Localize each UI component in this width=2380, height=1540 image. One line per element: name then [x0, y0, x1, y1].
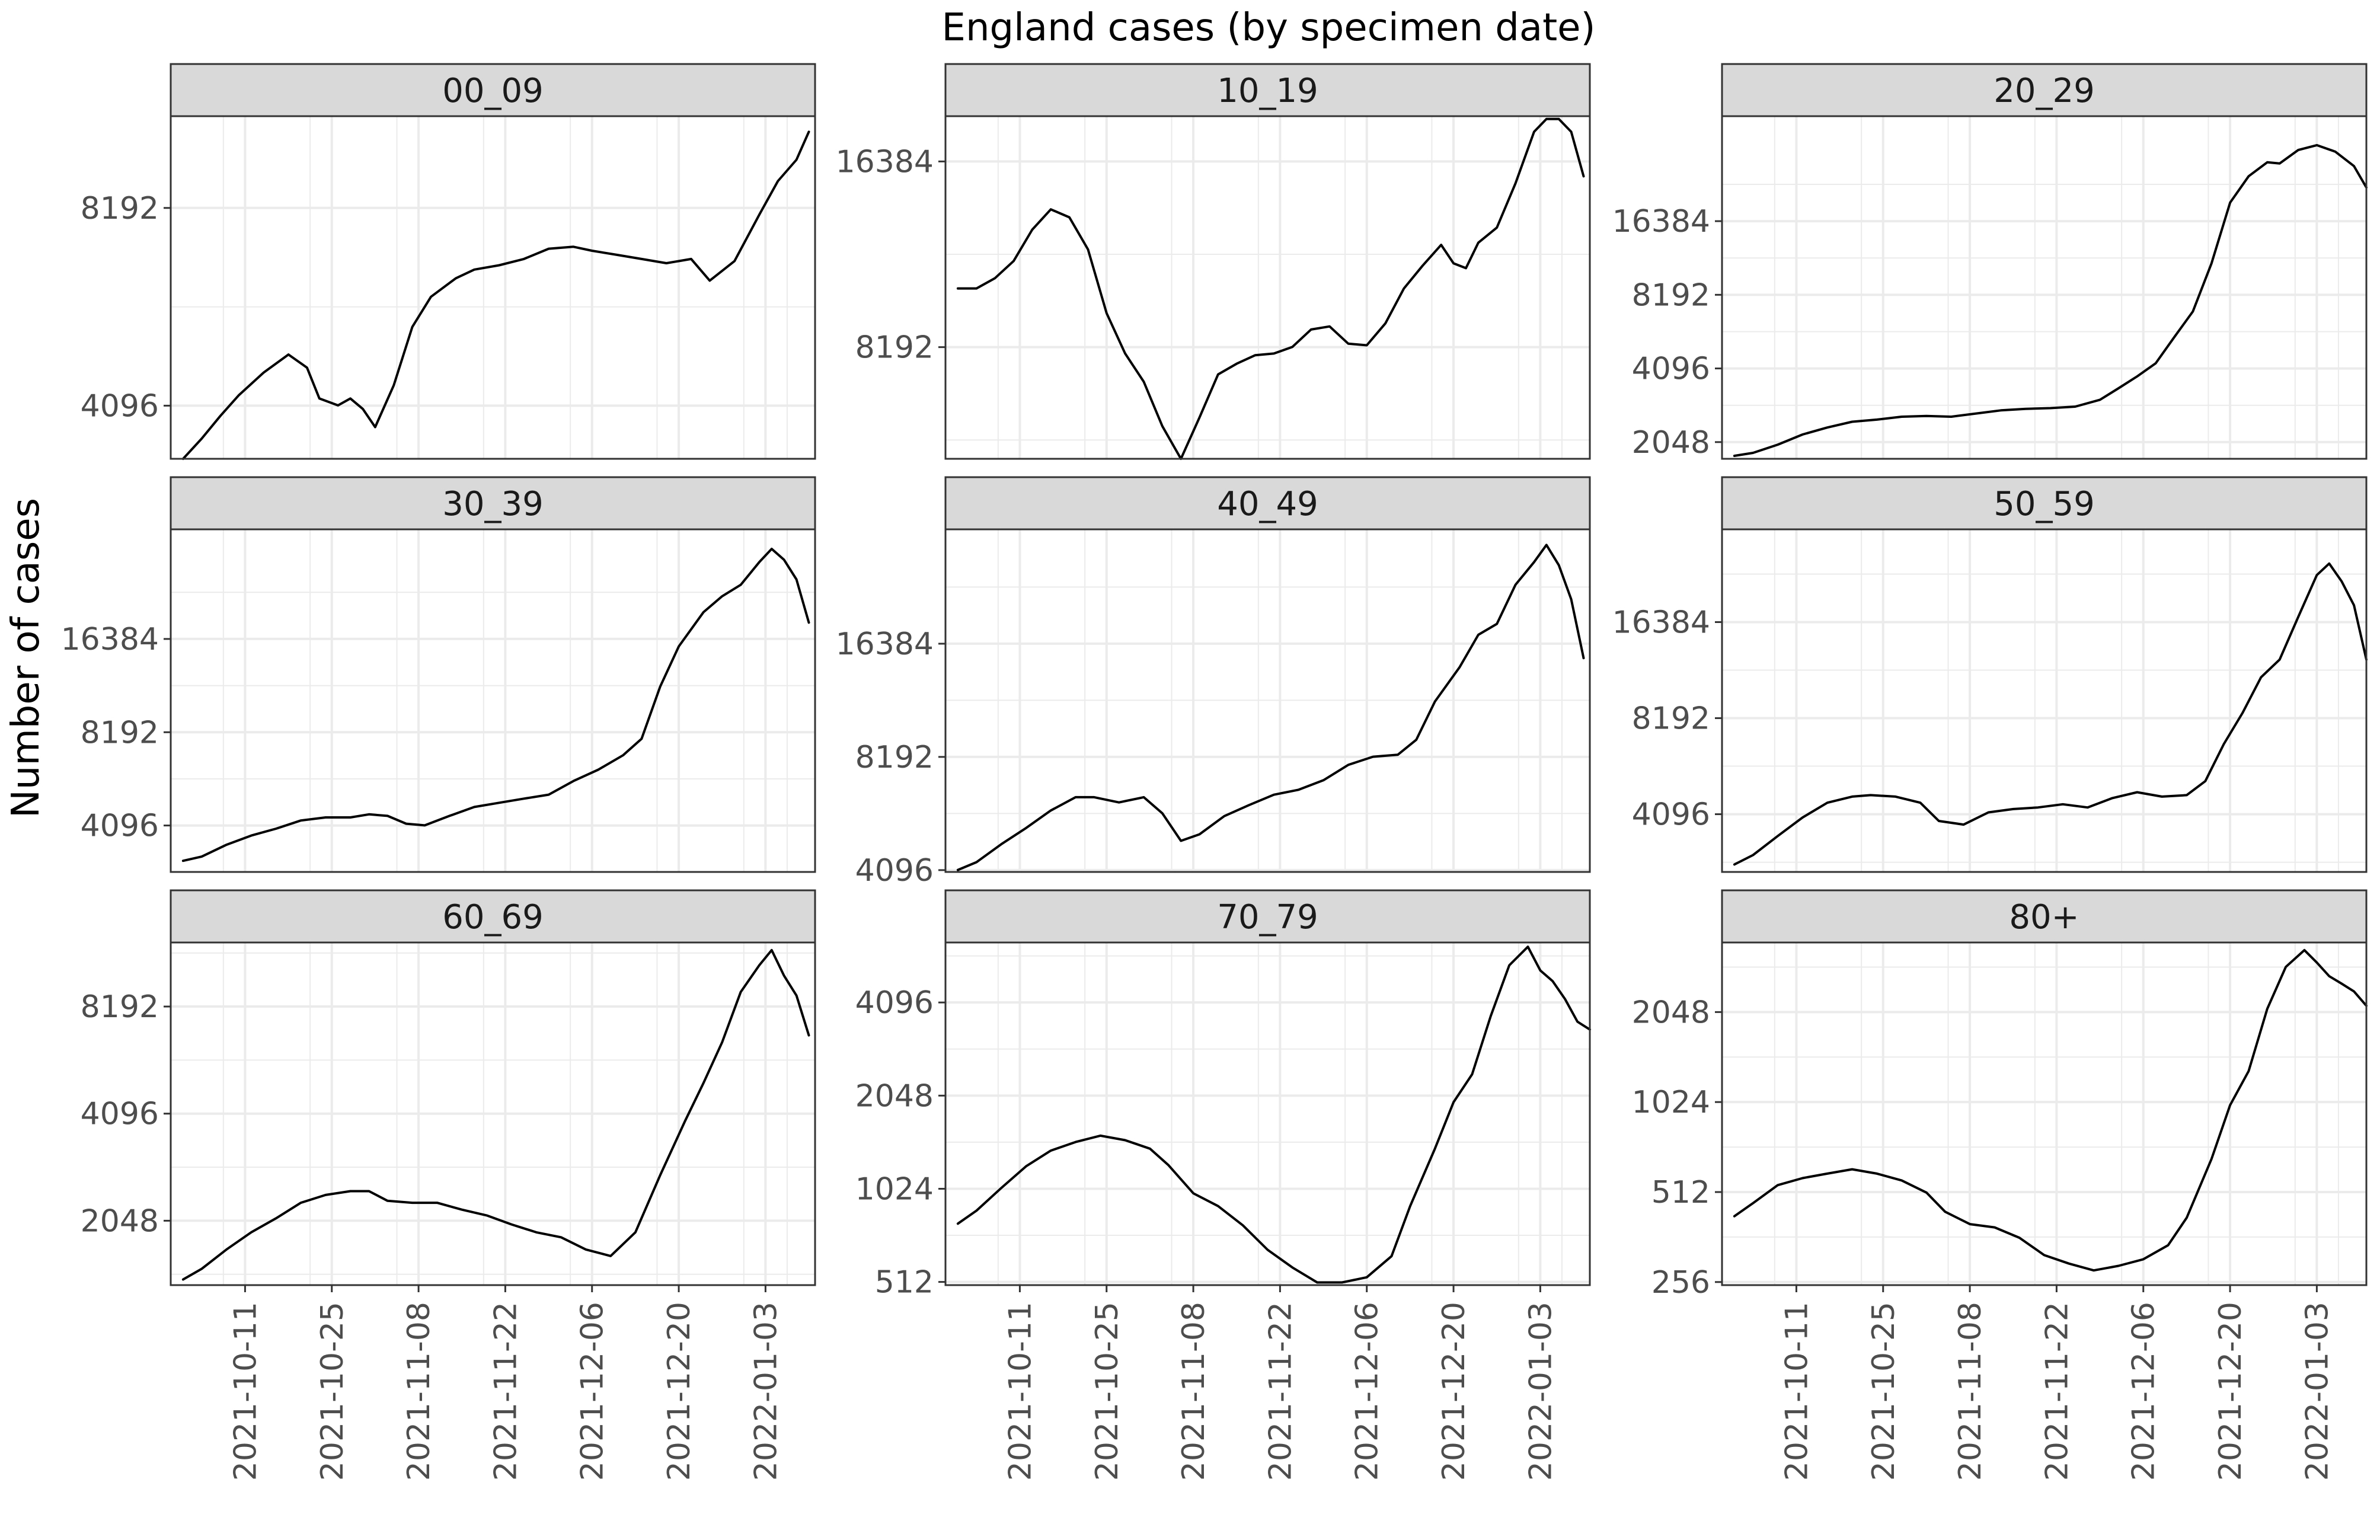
- y-tick-label: 16384: [61, 622, 159, 657]
- x-tick-label: 2021-10-25: [1866, 1302, 1902, 1481]
- series-line-60-69: [181, 948, 810, 1281]
- y-tick-label: 2048: [81, 1203, 159, 1239]
- series-line-10-19: [956, 117, 1585, 460]
- facet-label: 30_39: [442, 485, 544, 523]
- y-tick-label: 16384: [1612, 605, 1710, 640]
- facet-label: 70_79: [1217, 898, 1318, 937]
- y-tick-label: 4096: [81, 388, 159, 424]
- x-tick-label: 2021-10-25: [315, 1302, 350, 1481]
- y-tick-label: 16384: [836, 627, 934, 662]
- facet-strip: [170, 889, 816, 944]
- y-tick-label: 2048: [1632, 425, 1710, 461]
- x-tick-label: 2021-12-06: [2126, 1302, 2162, 1481]
- y-tick-label: 8192: [81, 715, 159, 750]
- plot-area: [945, 116, 1590, 459]
- facet-panel-30-39: 4096 8192 16384 30_39: [61, 476, 816, 873]
- y-tick-label: 1024: [855, 1171, 934, 1207]
- y-tick-label: 1024: [1632, 1085, 1710, 1120]
- series-line-20-29: [1733, 143, 2368, 457]
- y-tick-label: 256: [1651, 1265, 1710, 1301]
- series-line-80: [1733, 948, 2368, 1272]
- facet-strip: [944, 63, 1591, 117]
- facet-panels: 4096 8192 00_09 8192 16384 10_19 2048 4096 8192 1…: [61, 63, 2368, 1481]
- x-tick-label: 2022-01-03: [748, 1302, 784, 1481]
- series-line-00-09: [181, 130, 810, 460]
- facet-label: 40_49: [1217, 485, 1318, 523]
- y-tick-label: 512: [1651, 1175, 1710, 1210]
- facet-label: 80+: [2009, 898, 2079, 937]
- x-tick-label: 2021-12-06: [1350, 1302, 1385, 1481]
- series-line-30-39: [181, 548, 810, 862]
- y-tick-label: 2048: [1632, 995, 1710, 1030]
- facet-strip: [944, 476, 1591, 531]
- facet-panel-50-59: 4096 8192 16384 50_59: [1612, 476, 2368, 873]
- y-tick-label: 4096: [81, 1097, 159, 1132]
- y-tick-label: 512: [875, 1265, 934, 1301]
- x-tick-label: 2022-01-03: [1523, 1302, 1558, 1481]
- x-tick-label: 2021-10-25: [1090, 1302, 1125, 1481]
- facet-strip: [1721, 889, 2368, 944]
- facet-strip: [944, 889, 1591, 944]
- y-tick-label: 16384: [836, 144, 934, 180]
- chart-title: England cases (by specimen date): [942, 6, 1596, 50]
- facet-panel-70-79: 512 1024 2048 4096 70_79 2021-10-11 2021-10-25…: [855, 889, 1591, 1481]
- facet-strip: [1721, 63, 2368, 117]
- series-line-70-79: [956, 945, 1591, 1284]
- y-tick-label: 8192: [1632, 701, 1710, 737]
- y-tick-label: 8192: [81, 191, 159, 226]
- plot-area: [171, 116, 815, 459]
- series-line-50-59: [1733, 562, 2368, 866]
- facet-panel-80: 256 512 1024 2048 80+ 2021-10-11 2021-10-25 202…: [1632, 889, 2368, 1481]
- y-tick-label: 2048: [855, 1078, 934, 1114]
- x-tick-label: 2021-11-08: [401, 1302, 437, 1481]
- x-tick-label: 2022-01-03: [2299, 1302, 2335, 1481]
- x-tick-label: 2021-11-22: [488, 1302, 523, 1481]
- x-tick-label: 2021-11-08: [1176, 1302, 1212, 1481]
- x-tick-label: 2021-10-11: [228, 1302, 263, 1481]
- y-axis-title: Number of cases: [4, 498, 48, 818]
- plot-area: [1722, 116, 2366, 459]
- facet-panel-60-69: 2048 4096 8192 60_69 2021-10-11 2021-10-25 202…: [81, 889, 816, 1481]
- y-tick-label: 16384: [1612, 204, 1710, 239]
- plot-area: [1722, 942, 2366, 1285]
- x-tick-label: 2021-12-06: [575, 1302, 611, 1481]
- series-line-40-49: [956, 544, 1585, 871]
- y-tick-label: 8192: [855, 740, 934, 775]
- y-tick-label: 8192: [855, 330, 934, 366]
- x-tick-label: 2021-11-08: [1953, 1302, 1988, 1481]
- x-tick-label: 2021-12-20: [662, 1302, 697, 1481]
- facet-panel-20-29: 2048 4096 8192 16384 20_29: [1612, 63, 2368, 461]
- facet-strip: [170, 476, 816, 531]
- y-tick-label: 4096: [1632, 797, 1710, 833]
- x-tick-label: 2021-12-20: [1436, 1302, 1472, 1481]
- y-tick-label: 4096: [81, 809, 159, 844]
- facet-strip: [1721, 476, 2368, 531]
- x-tick-label: 2021-11-22: [2039, 1302, 2075, 1481]
- facet-panel-40-49: 4096 8192 16384 40_49: [836, 476, 1591, 889]
- y-tick-label: 8192: [81, 989, 159, 1025]
- facet-strip: [170, 63, 816, 117]
- facet-label: 20_29: [1994, 72, 2095, 110]
- y-tick-label: 4096: [855, 853, 934, 889]
- y-tick-label: 4096: [1632, 352, 1710, 387]
- facet-label: 00_09: [442, 72, 544, 110]
- facet-label: 50_59: [1994, 485, 2095, 523]
- x-tick-label: 2021-10-11: [1779, 1302, 1814, 1481]
- x-tick-label: 2021-11-22: [1263, 1302, 1298, 1481]
- plot-area: [171, 529, 815, 872]
- facet-panel-00-09: 4096 8192 00_09: [81, 63, 816, 460]
- y-tick-label: 4096: [855, 985, 934, 1021]
- x-tick-label: 2021-12-20: [2213, 1302, 2248, 1481]
- plot-area: [1722, 529, 2366, 872]
- facet-panel-10-19: 8192 16384 10_19: [836, 63, 1591, 460]
- y-tick-label: 8192: [1632, 277, 1710, 313]
- x-tick-label: 2021-10-11: [1002, 1302, 1038, 1481]
- facet-label: 10_19: [1217, 72, 1318, 110]
- plot-area: [945, 942, 1590, 1285]
- facet-label: 60_69: [442, 898, 544, 937]
